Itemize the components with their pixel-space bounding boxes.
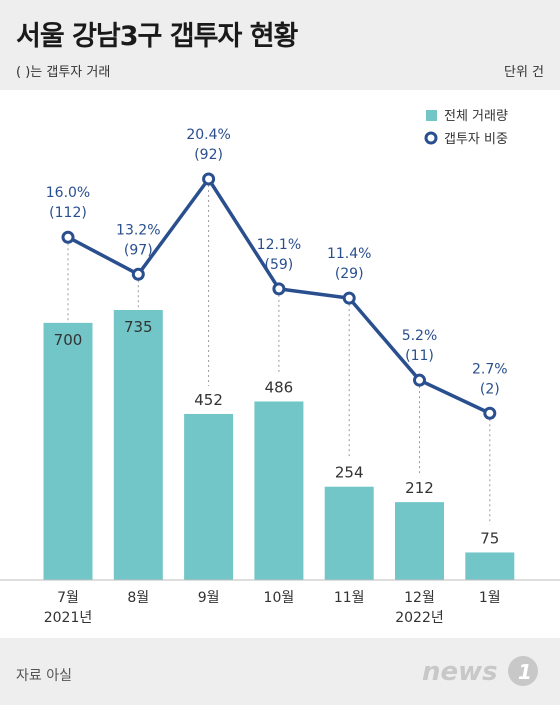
x-tick-sublabel: 2021년	[44, 610, 93, 626]
bar-value-label: 254	[335, 464, 364, 482]
line-percent-label: 13.2%	[116, 222, 160, 238]
line-gap-count-label: (112)	[49, 205, 87, 221]
bar-value-label: 75	[480, 529, 499, 547]
bar-value-label: 700	[54, 331, 83, 349]
bar	[324, 486, 374, 580]
bars-group: 700 735 452 486 254 212 75	[43, 310, 515, 580]
line-point	[272, 282, 286, 296]
x-tick-label: 8월	[127, 590, 149, 606]
x-tick-label: 11월	[334, 590, 365, 606]
line-gap-count-label: (92)	[194, 147, 223, 163]
bar	[113, 310, 163, 580]
subnote: ( )는 갭투자 거래	[16, 65, 111, 80]
line-percent-label: 20.4%	[186, 127, 230, 143]
bar	[254, 401, 304, 580]
bar	[184, 413, 234, 580]
legend-line-label: 갭투자 비중	[444, 132, 508, 147]
legend: 전체 거래량 갭투자 비중	[424, 109, 508, 147]
bar	[465, 552, 515, 580]
x-tick-sublabel: 2022년	[395, 610, 444, 626]
bar	[43, 322, 93, 580]
line-gap-count-label: (59)	[265, 257, 294, 273]
x-tick-label: 10월	[264, 590, 295, 606]
line-gap-count-label: (29)	[335, 266, 364, 282]
logo-number: 1	[518, 660, 532, 684]
logo-text: news	[422, 657, 498, 687]
page-title: 서울 강남3구 갭투자 현황	[16, 21, 298, 52]
bar-value-label: 452	[194, 391, 223, 409]
line-point	[131, 267, 145, 281]
line-point	[483, 406, 497, 420]
line-point	[61, 230, 75, 244]
news1-logo: news 1	[422, 656, 538, 687]
bar-value-label: 735	[124, 318, 153, 336]
line-point	[413, 373, 426, 387]
source-label: 자료 아실	[16, 668, 72, 684]
x-tick-label: 7월	[57, 590, 79, 606]
guide-lines-group	[67, 185, 491, 525]
legend-line-marker	[424, 131, 438, 145]
line-percent-label: 16.0%	[46, 185, 90, 201]
chart: 전체 거래량 갭투자 비중 700 735 452 486 254 212 75 16.0%…	[0, 109, 560, 626]
line-percent-label: 5.2%	[402, 328, 438, 344]
line-percent-label: 11.4%	[327, 246, 371, 262]
chart-panel: 전체 거래량 갭투자 비중 700 735 452 486 254 212 75 16.0%…	[0, 90, 560, 638]
line-percent-label: 2.7%	[472, 361, 508, 377]
legend-bar-label: 전체 거래량	[444, 109, 508, 124]
line-percent-label: 12.1%	[257, 237, 301, 253]
x-tick-label: 12월	[404, 590, 435, 606]
line-gap-count-label: (97)	[124, 242, 153, 258]
line-point	[202, 172, 216, 186]
x-tick-label: 9월	[198, 590, 220, 606]
unit-label: 단위 건	[503, 65, 544, 80]
logo-circle	[508, 656, 538, 686]
x-axis: 7월 2021년 8월 9월 10월 11월 12월 2022년 1월	[0, 579, 560, 626]
line-series-group: 16.0% (112) 13.2% (97) 20.4% (92) 12.1% (59) 11.…	[46, 127, 508, 420]
bar-value-label: 486	[265, 378, 294, 396]
legend-bar-swatch	[426, 110, 437, 121]
line-point	[342, 291, 356, 305]
line-gap-count-label: (2)	[480, 381, 500, 397]
line-gap-count-label: (11)	[405, 348, 434, 364]
bar-value-label: 212	[405, 479, 434, 497]
bar	[395, 502, 444, 580]
x-tick-label: 1월	[479, 590, 501, 606]
